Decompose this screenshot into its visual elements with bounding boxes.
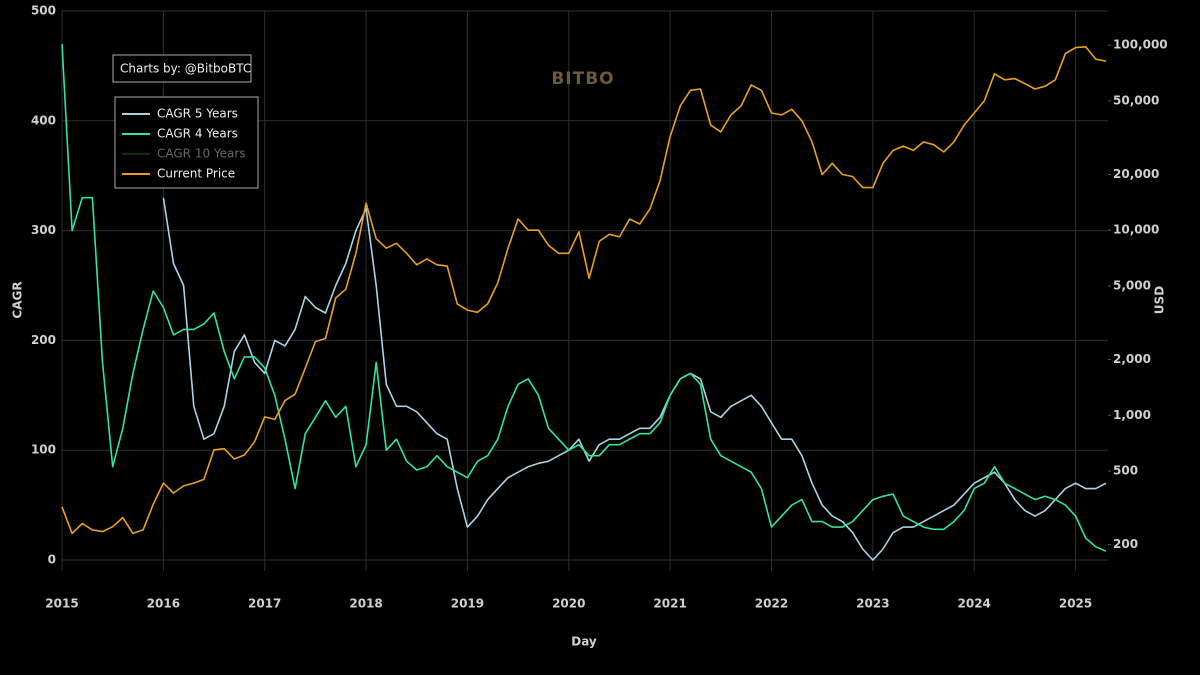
x-axis-title: Day <box>571 635 597 649</box>
y2-tick-label: 5,000 <box>1113 278 1151 292</box>
y2-tick-label: 500 <box>1113 463 1138 477</box>
legend-label[interactable]: Current Price <box>157 167 235 181</box>
x-tick-label: 2020 <box>552 597 585 611</box>
y2-tick-label: 50,000 <box>1113 93 1159 107</box>
legend-label[interactable]: CAGR 10 Years <box>157 147 246 161</box>
legend[interactable]: CAGR 5 Years CAGR 4 Years CAGR 10 Years Cur… <box>122 107 246 181</box>
watermark: BITBO <box>551 69 614 89</box>
y-tick-label: 0 <box>48 553 56 567</box>
y2-tick-label: 100,000 <box>1113 38 1168 52</box>
series-line <box>61 46 1107 535</box>
legend-label[interactable]: CAGR 5 Years <box>157 107 238 121</box>
x-tick-label: 2024 <box>958 597 991 611</box>
x-tick-label: 2023 <box>856 597 889 611</box>
series-line <box>162 197 1107 561</box>
y-tick-label: 400 <box>31 113 56 127</box>
x-tick-label: 2019 <box>451 597 484 611</box>
series-line <box>61 43 1107 552</box>
x-tick-label: 2015 <box>45 597 78 611</box>
y2-tick-label: 200 <box>1113 537 1138 551</box>
legend-box <box>114 96 259 189</box>
y2-tick-label: 10,000 <box>1113 223 1159 237</box>
y2-tick-label: 20,000 <box>1113 167 1159 181</box>
legend-label[interactable]: CAGR 4 Years <box>157 127 238 141</box>
x-tick-label: 2021 <box>653 597 686 611</box>
y-tick-label: 500 <box>31 4 56 18</box>
y-axis-title: CAGR <box>11 281 25 318</box>
lines <box>61 43 1107 561</box>
y-tick-label: 300 <box>31 223 56 237</box>
y-tick-label: 100 <box>31 443 56 457</box>
y2-tick-label: 2,000 <box>1113 352 1151 366</box>
annotation-box <box>112 54 252 83</box>
x-tick-label: 2016 <box>147 597 180 611</box>
y2-axis-title: USD <box>1153 286 1167 314</box>
x-tick-label: 2017 <box>248 597 281 611</box>
x-tick-label: 2018 <box>349 597 382 611</box>
x-tick-label: 2022 <box>755 597 788 611</box>
x-tick-label: 2025 <box>1059 597 1092 611</box>
y-tick-label: 200 <box>31 333 56 347</box>
y2-tick-label: 1,000 <box>1113 408 1151 422</box>
annotation: Charts by: @BitboBTC <box>120 62 251 76</box>
